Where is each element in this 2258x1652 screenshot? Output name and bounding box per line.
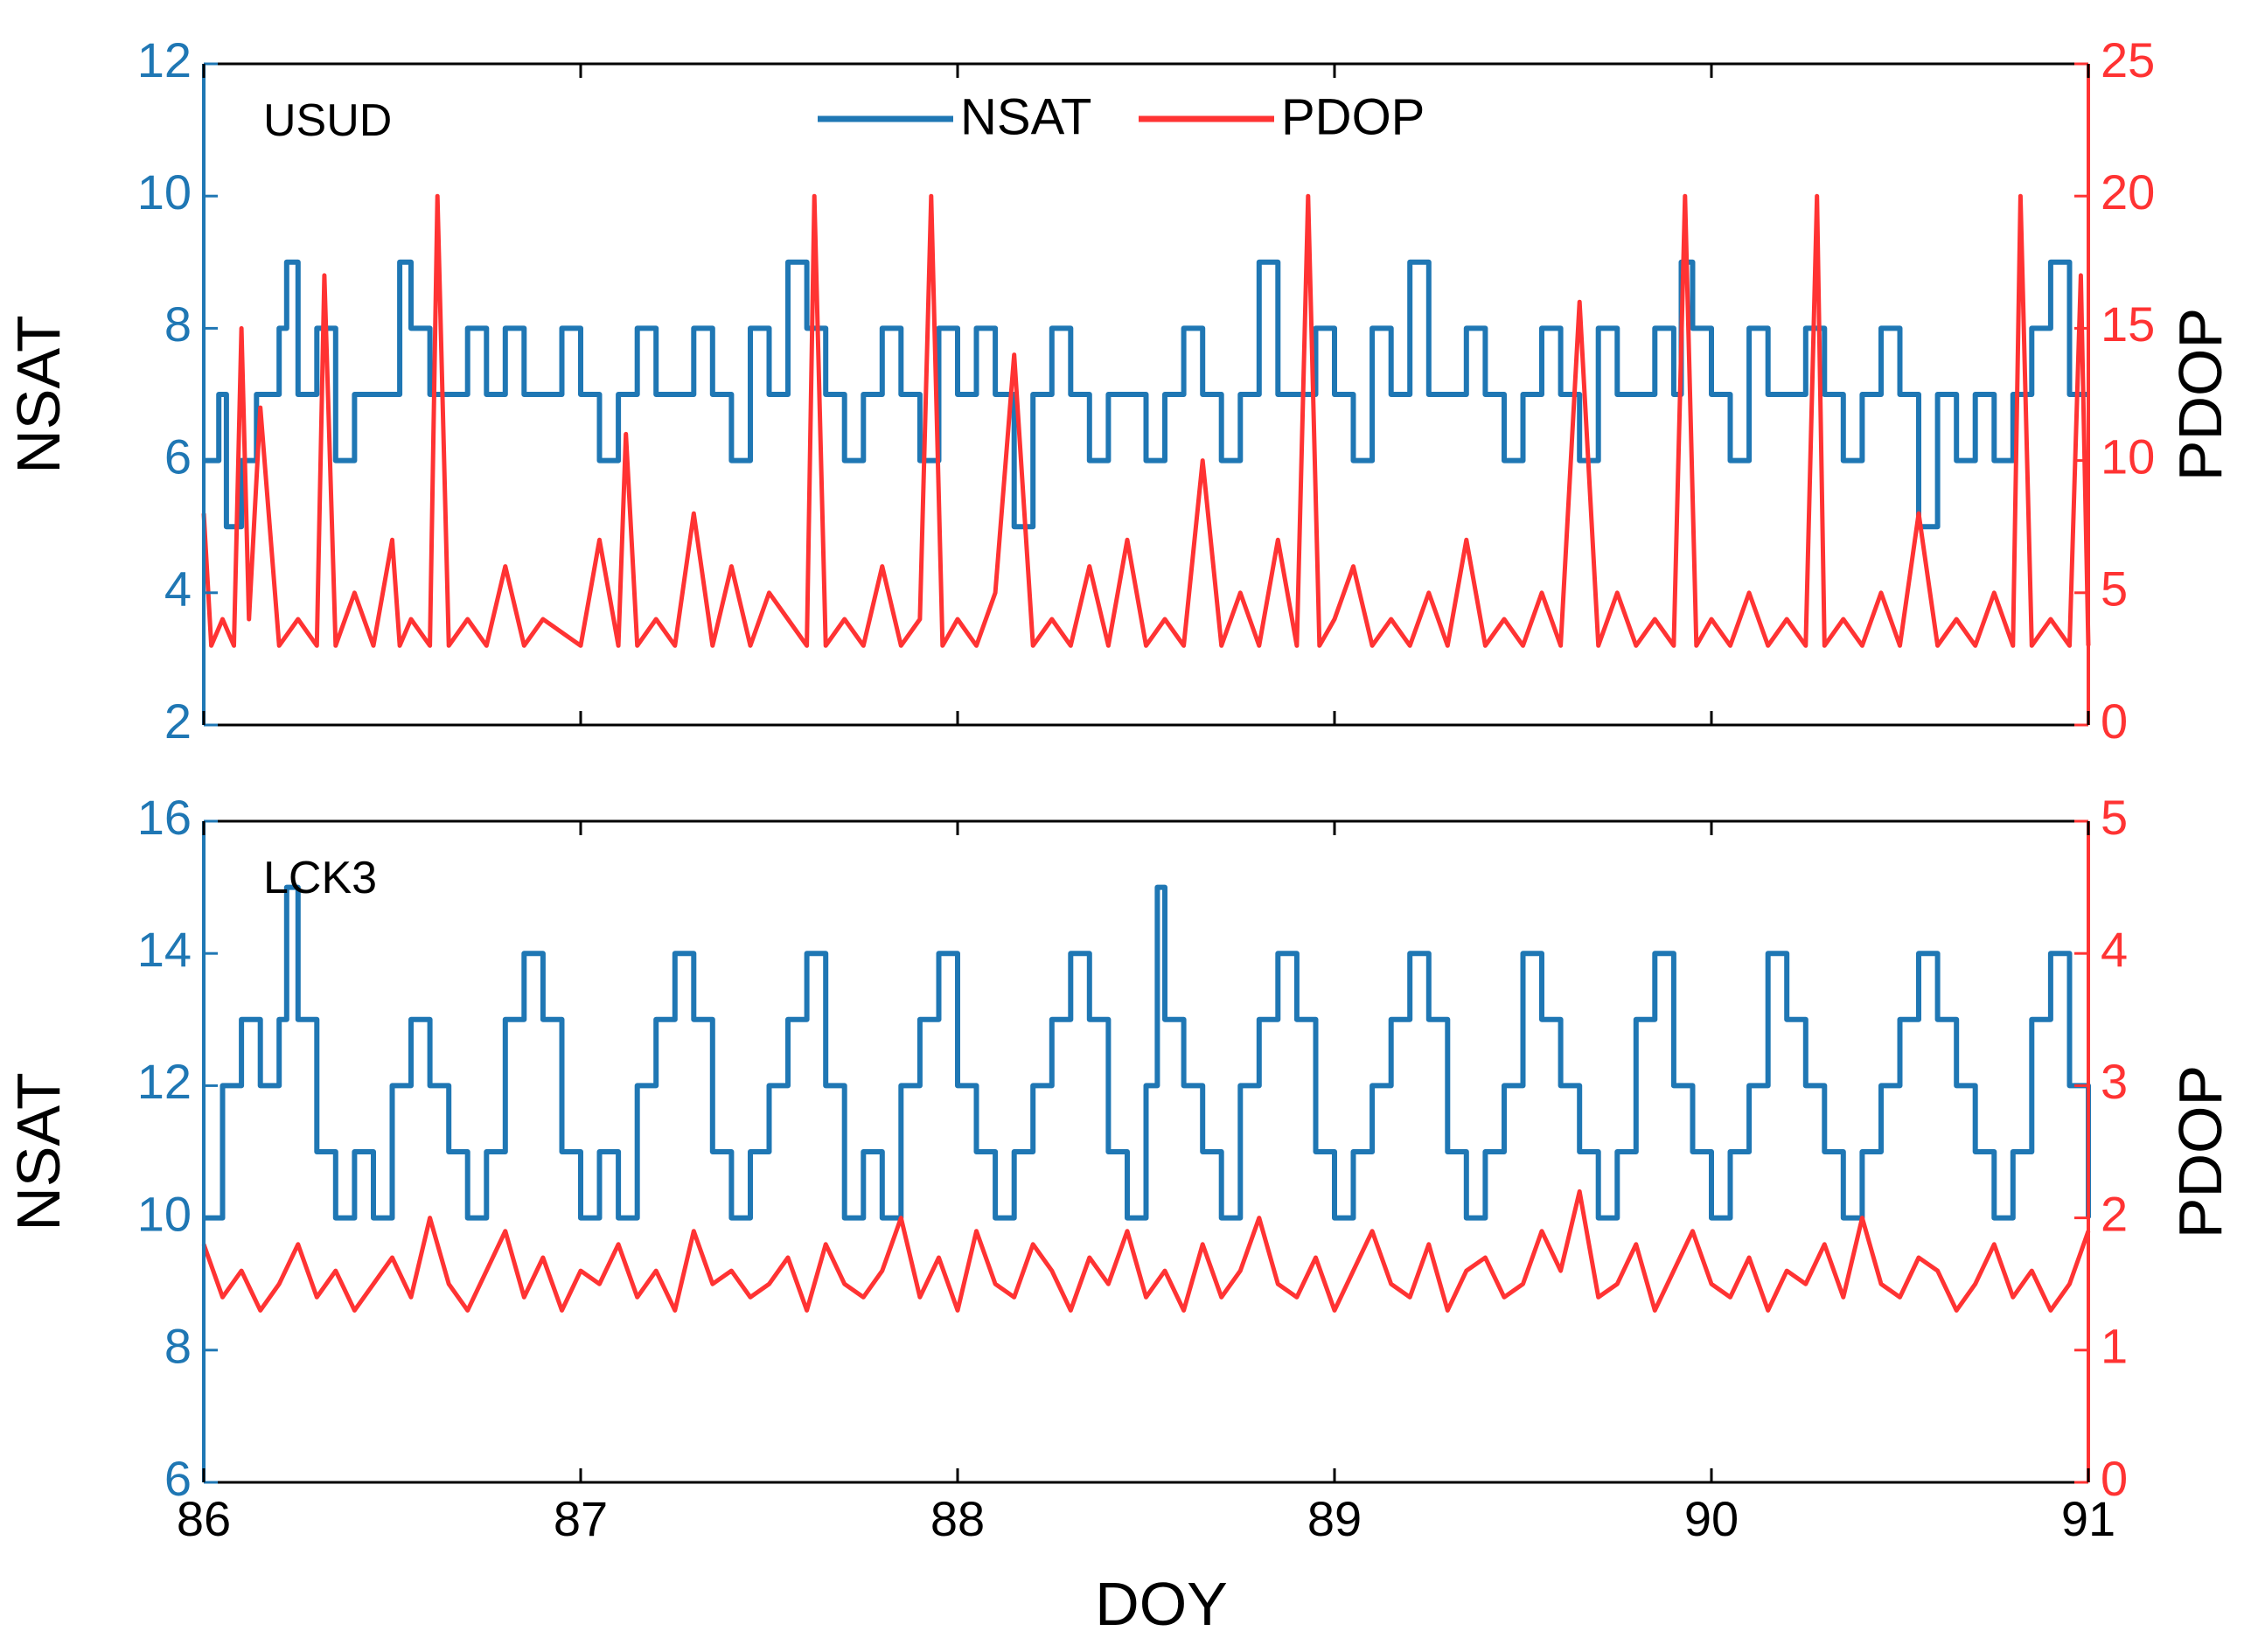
legend-pdop-label: PDOP [1281,88,1425,145]
panel-usud: 2 4 6 8 10 12 0 5 10 15 20 25 USUD NSAT PDOP [4,32,2234,749]
y-right-axis-title: PDOP [2166,308,2234,481]
y-left-tick-label: 12 [137,32,192,87]
y-right-tick-label: 20 [2101,164,2155,220]
y-left-tick-label: 10 [137,1186,192,1241]
y-right-tick-label: 5 [2101,790,2128,845]
y-left-tick-label: 8 [164,296,192,352]
figure: 2 4 6 8 10 12 0 5 10 15 20 25 USUD NSAT PDOP 6 8 10 12 14 1… [0,0,2258,1648]
y-right-tick-label: 0 [2101,694,2128,749]
y-left-axis-title: NSAT [4,315,73,474]
y-left-tick-label: 12 [137,1054,192,1109]
series-nsat-lck3 [204,888,2088,1218]
legend-nsat-label: NSAT [960,88,1091,145]
station-label: LCK3 [263,853,377,903]
x-tick-label: 90 [1684,1491,1739,1546]
y-right-tick-label: 2 [2101,1186,2128,1241]
y-right-tick-label: 5 [2101,561,2128,617]
x-axis-title: DOY [1095,1570,1228,1638]
y-left-tick-label: 6 [164,429,192,484]
y-left-tick-label: 4 [164,561,192,617]
legend: NSAT PDOP [818,88,1425,145]
x-tick-label: 88 [930,1491,985,1546]
y-right-tick-label: 4 [2101,922,2128,977]
y-left-tick-label: 10 [137,164,192,220]
x-tick-label: 89 [1307,1491,1362,1546]
y-right-tick-label: 15 [2101,296,2155,352]
y-right-tick-label: 10 [2101,429,2155,484]
x-tick-label: 87 [554,1491,608,1546]
y-right-tick-label: 3 [2101,1054,2128,1109]
series-nsat-usud [204,262,2088,526]
station-label: USUD [263,95,392,146]
y-right-tick-label: 25 [2101,32,2155,87]
x-tick-label: 86 [177,1491,231,1546]
y-left-tick-label: 8 [164,1319,192,1374]
y-left-axis-title: NSAT [4,1072,73,1231]
y-left-tick-label: 14 [137,922,192,977]
y-right-axis-title: PDOP [2166,1065,2234,1238]
y-left-tick-label: 2 [164,694,192,749]
y-right-tick-label: 1 [2101,1319,2128,1374]
x-tick-label: 91 [2061,1491,2115,1546]
y-left-tick-label: 16 [137,790,192,845]
chart-svg: 246810120510152025USUDNSAT PDOP 681012141… [0,0,2258,1648]
